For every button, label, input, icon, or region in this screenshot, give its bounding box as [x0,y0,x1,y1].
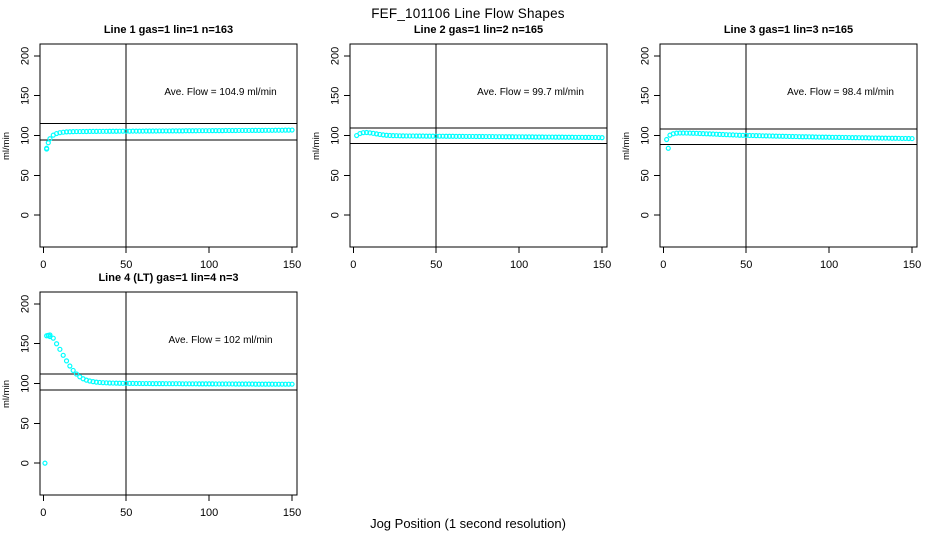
svg-text:50: 50 [740,259,752,271]
svg-text:100: 100 [200,507,218,519]
svg-text:50: 50 [20,169,32,181]
svg-text:150: 150 [20,335,32,353]
svg-text:100: 100 [640,126,652,144]
ave-flow-annotation-line-4: Ave. Flow = 102 ml/min [168,335,273,346]
scatter-plot-line-4: 0 50 100 150 0 50 100 150 200 [20,291,301,519]
svg-text:50: 50 [120,507,132,519]
svg-text:100: 100 [20,374,32,392]
panel-line-2: Line 2 gas=1 lin=2 n=165 ml/min 0 50 100 15… [310,22,622,272]
svg-text:50: 50 [20,417,32,429]
svg-text:50: 50 [120,259,132,271]
ave-flow-annotation-line-1: Ave. Flow = 104.9 ml/min [164,87,277,98]
svg-text:0: 0 [350,259,356,271]
svg-text:100: 100 [330,126,342,144]
svg-text:50: 50 [640,169,652,181]
svg-text:150: 150 [903,259,921,271]
svg-text:0: 0 [20,460,32,466]
ave-flow-annotation-line-2: Ave. Flow = 99.7 ml/min [477,87,584,98]
scatter-plot-line-1: 0 50 100 150 0 50 100 150 200 [20,43,301,271]
svg-text:100: 100 [510,259,528,271]
svg-text:100: 100 [820,259,838,271]
svg-text:150: 150 [283,259,301,271]
svg-text:200: 200 [640,47,652,65]
svg-text:200: 200 [20,295,32,313]
scatter-plot-line-2: 0 50 100 150 0 50 100 150 200 [330,43,611,271]
svg-text:100: 100 [200,259,218,271]
svg-text:150: 150 [20,87,32,105]
svg-text:50: 50 [330,169,342,181]
svg-text:150: 150 [640,87,652,105]
x-axis-label: Jog Position (1 second resolution) [370,516,566,531]
svg-text:150: 150 [593,259,611,271]
panel-line-4: Line 4 (LT) gas=1 lin=4 n=3 ml/min 0 50 10… [0,270,312,520]
svg-text:100: 100 [20,126,32,144]
panel-line-1-title: Line 1 gas=1 lin=1 n=163 [103,24,234,36]
panel-line-2-title: Line 2 gas=1 lin=2 n=165 [413,24,544,36]
svg-text:0: 0 [40,507,46,519]
panel-line-3: Line 3 gas=1 lin=3 n=165 ml/min 0 50 100 15… [620,22,932,272]
svg-text:50: 50 [430,259,442,271]
svg-text:0: 0 [40,259,46,271]
figure-title: FEF_101106 Line Flow Shapes [371,6,565,21]
svg-text:0: 0 [640,212,652,218]
svg-text:200: 200 [20,47,32,65]
svg-text:0: 0 [20,212,32,218]
svg-text:150: 150 [283,507,301,519]
svg-text:0: 0 [330,212,342,218]
svg-text:200: 200 [330,47,342,65]
panel-line-1: Line 1 gas=1 lin=1 n=163 ml/min 0 50 100 15… [0,22,312,272]
svg-text:150: 150 [330,87,342,105]
ave-flow-annotation-line-3: Ave. Flow = 98.4 ml/min [787,87,894,98]
panel-line-4-title: Line 4 (LT) gas=1 lin=4 n=3 [98,272,239,284]
panel-line-3-title: Line 3 gas=1 lin=3 n=165 [723,24,854,36]
scatter-plot-line-3: 0 50 100 150 0 50 100 150 200 [640,43,921,271]
svg-text:0: 0 [660,259,666,271]
